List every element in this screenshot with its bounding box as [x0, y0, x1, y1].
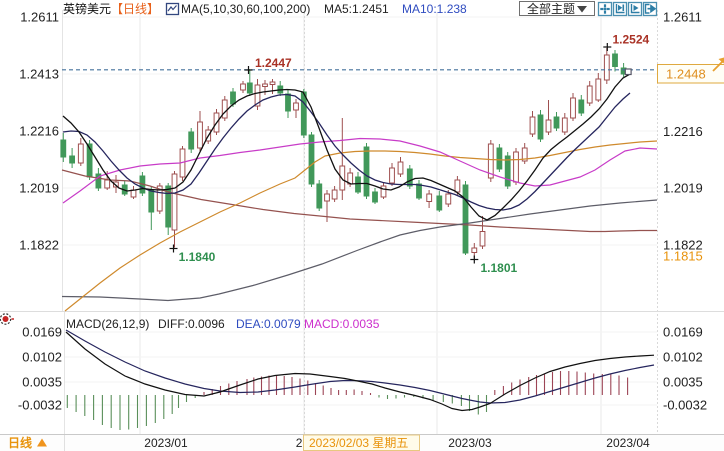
svg-text:1.1815: 1.1815 [663, 249, 703, 264]
svg-text:英镑美元: 英镑美元 [63, 1, 111, 16]
svg-text:0.0102: 0.0102 [663, 350, 703, 365]
svg-text:1.2524: 1.2524 [613, 33, 650, 47]
svg-text:1.1840: 1.1840 [179, 250, 216, 264]
svg-text:0.0035: 0.0035 [22, 375, 62, 390]
svg-text:0.0169: 0.0169 [663, 325, 703, 340]
svg-text:1.2447: 1.2447 [255, 56, 292, 70]
svg-text:MACD:0.0035: MACD:0.0035 [304, 317, 380, 331]
svg-text:1.1822: 1.1822 [663, 238, 703, 253]
svg-text:MA5:1.2451: MA5:1.2451 [324, 2, 389, 16]
svg-text:日线: 日线 [8, 435, 32, 450]
svg-text:全部主题: 全部主题 [527, 1, 575, 16]
svg-text:1.2448: 1.2448 [666, 67, 706, 82]
svg-text:1.2216: 1.2216 [663, 124, 703, 139]
svg-text:2023/04: 2023/04 [606, 436, 650, 450]
svg-text:0.0102: 0.0102 [22, 350, 62, 365]
svg-text:0.0169: 0.0169 [22, 325, 62, 340]
svg-text:2023/01: 2023/01 [144, 436, 188, 450]
svg-text:2023/03: 2023/03 [448, 436, 492, 450]
svg-text:1.2019: 1.2019 [19, 181, 59, 196]
svg-text:MACD(26,12,9): MACD(26,12,9) [66, 317, 149, 331]
svg-text:DEA:0.0079: DEA:0.0079 [236, 317, 301, 331]
svg-text:-0.0032: -0.0032 [663, 398, 707, 413]
svg-text:2023/02/03 星期五: 2023/02/03 星期五 [309, 436, 408, 450]
svg-text:MA10:1.238: MA10:1.238 [402, 2, 467, 16]
svg-text:DIFF:0.0096: DIFF:0.0096 [158, 317, 225, 331]
svg-text:-0.0032: -0.0032 [18, 398, 62, 413]
svg-text:1.1822: 1.1822 [19, 238, 59, 253]
svg-text:0.0035: 0.0035 [663, 375, 703, 390]
svg-text:1.2611: 1.2611 [20, 10, 59, 25]
svg-text:MA(5,10,30,60,100,200): MA(5,10,30,60,100,200) [181, 2, 310, 16]
svg-text:1.2019: 1.2019 [663, 181, 703, 196]
svg-text:【日线】: 【日线】 [111, 2, 159, 16]
svg-text:1.2413: 1.2413 [19, 67, 59, 82]
svg-text:1.2611: 1.2611 [663, 10, 702, 25]
svg-text:1.1801: 1.1801 [481, 261, 518, 275]
svg-text:1.2216: 1.2216 [19, 124, 59, 139]
